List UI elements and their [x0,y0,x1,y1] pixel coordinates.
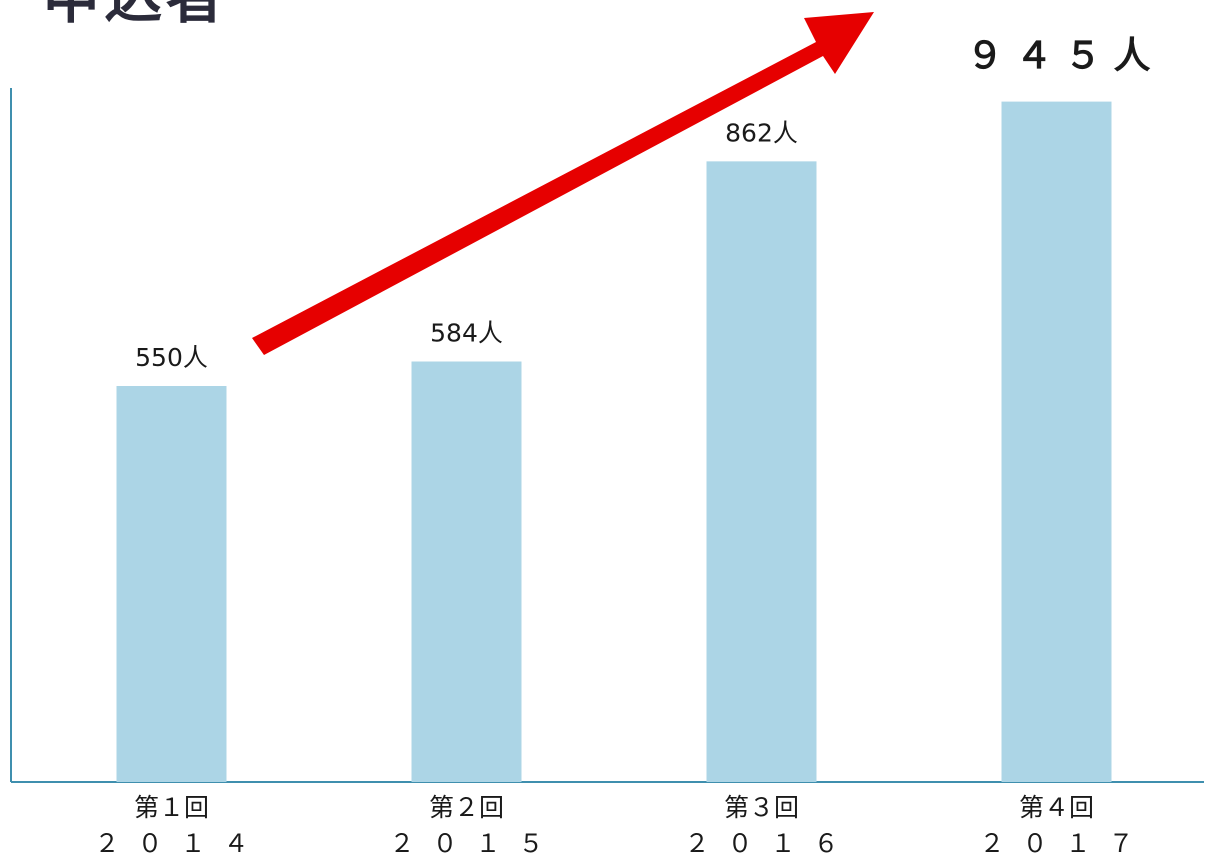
data-label: 584人 [430,319,503,348]
x-tick-labels-layer: 第１回 ２０１４ 第２回 ２０１５ 第３回 ２０１６ 第４回 ２０１７ [94,793,1151,858]
bars-layer [116,101,1112,783]
data-label: 550人 [135,343,208,372]
data-labels-layer: 550人 584人 862人 ９４５人 [135,34,1163,372]
bar [116,386,227,782]
x-tick-label-year: ２０１４ [94,829,266,858]
x-tick-label-round: 第４回 [1019,793,1094,822]
data-label: ９４５人 [967,34,1163,77]
x-tick-label-round: 第２回 [429,793,504,822]
x-tick-label-round: 第３回 [724,793,799,822]
bar [1001,101,1112,783]
x-tick-label-round: 第１回 [134,793,209,822]
data-label: 862人 [725,118,798,147]
bar [411,361,522,782]
bar [706,161,817,783]
x-tick-label-year: ２０１７ [979,829,1151,858]
x-tick-label-year: ２０１５ [389,829,561,858]
x-tick-label-year: ２０１６ [684,829,856,858]
chart-title: 申込者 [42,0,228,26]
trend-arrow [252,12,874,355]
